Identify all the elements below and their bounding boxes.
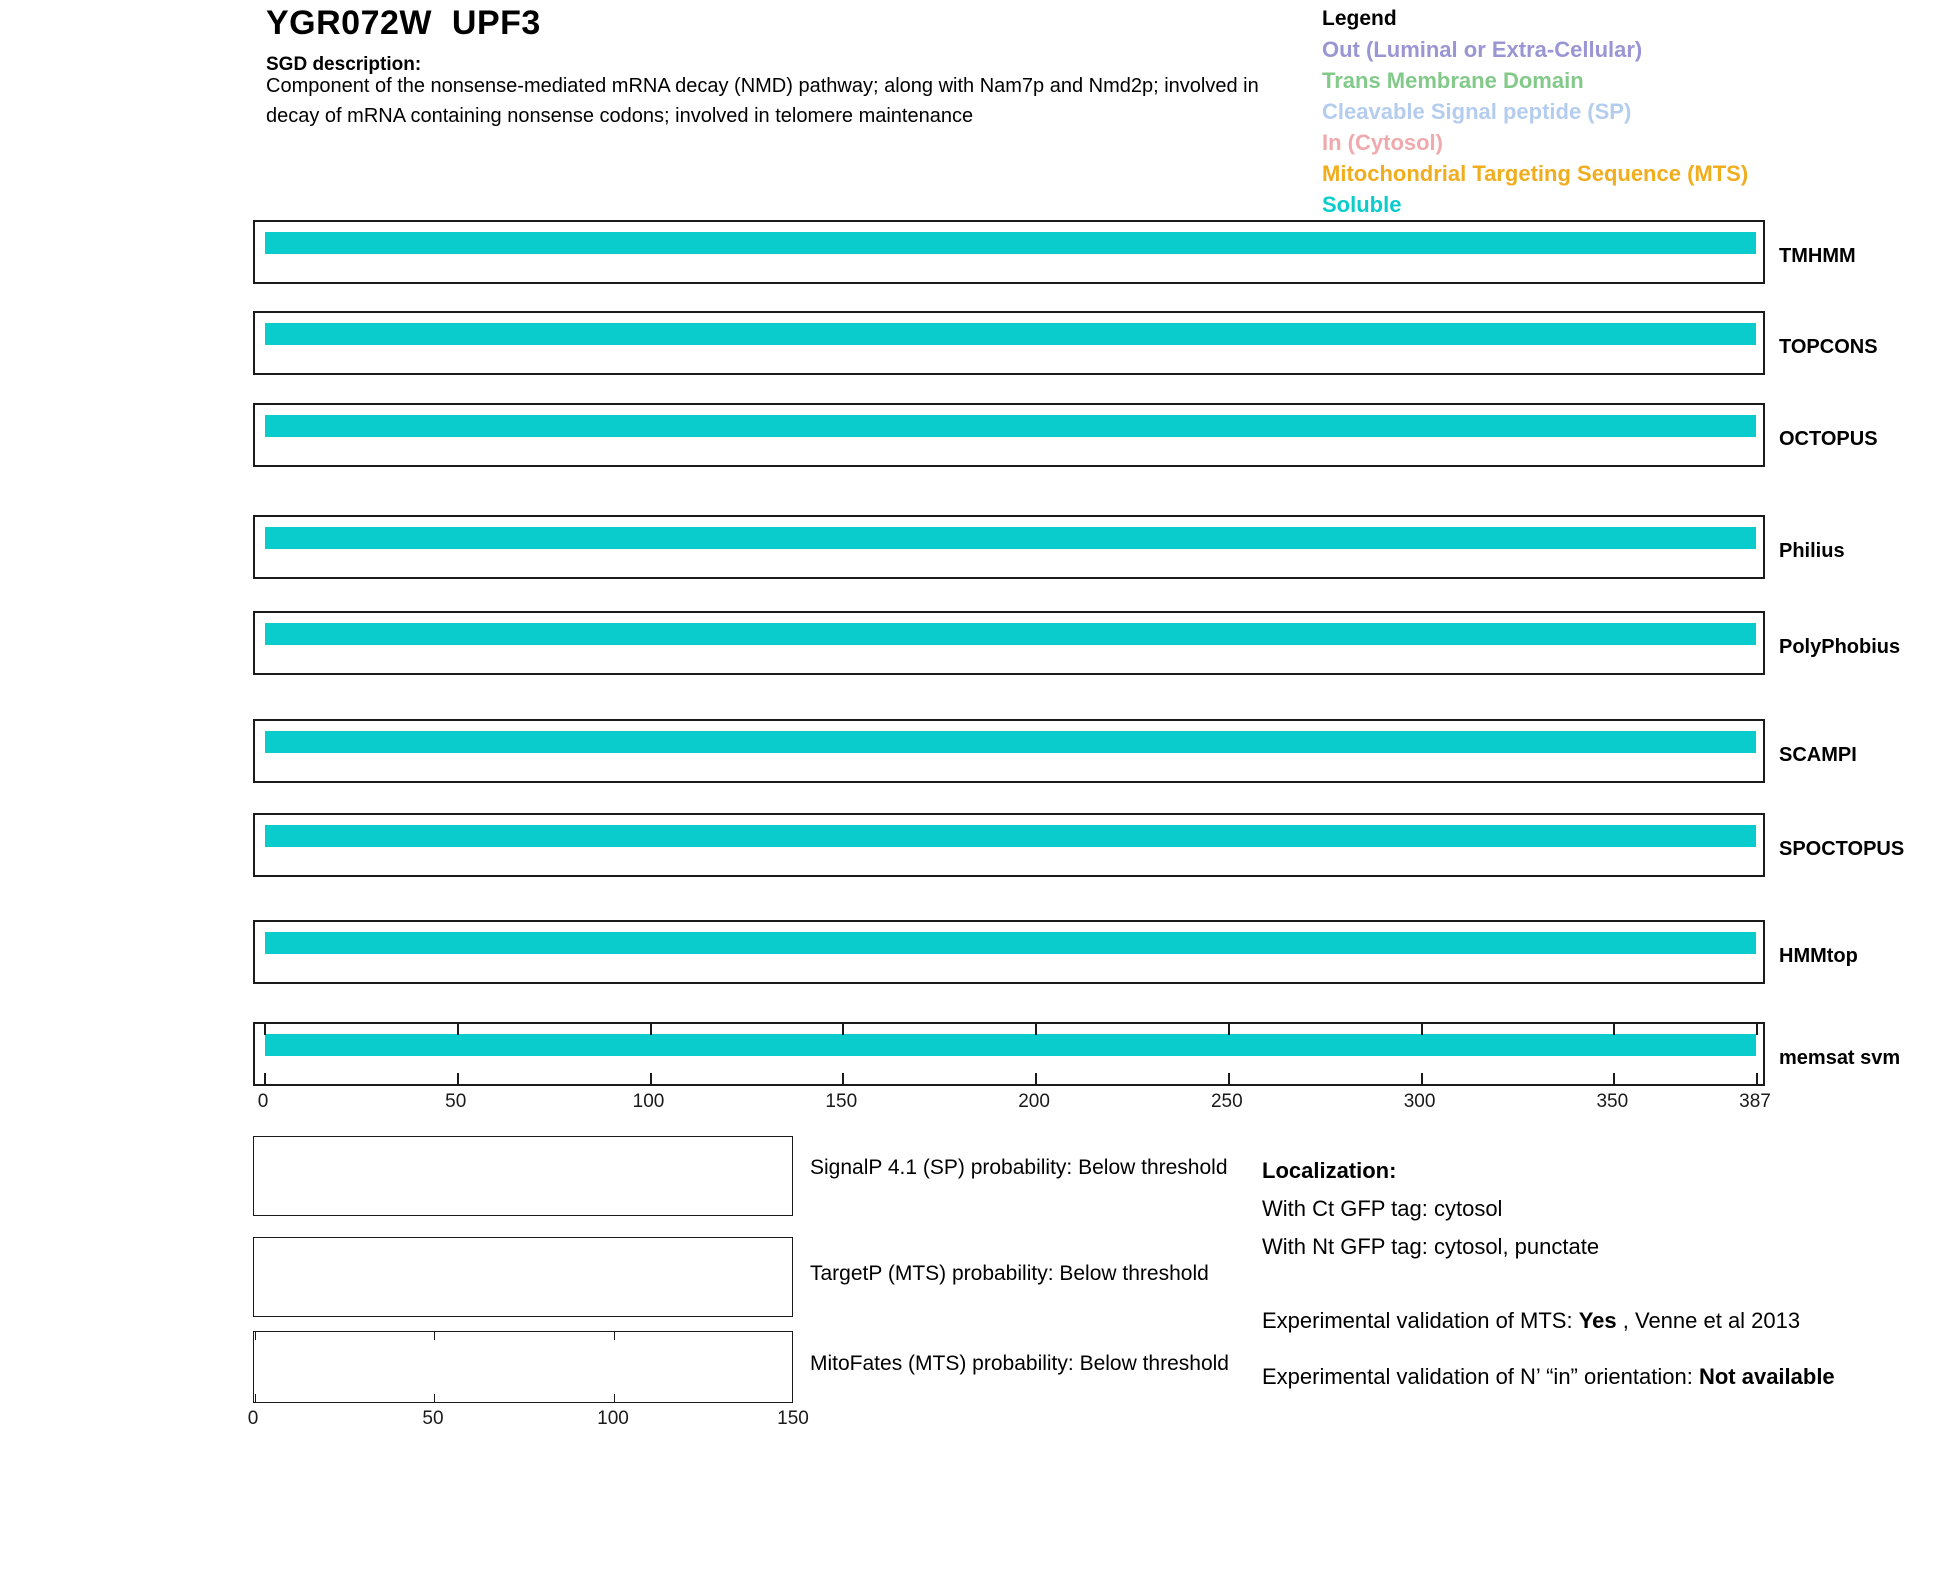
targetp-label: TargetP (MTS) probability: Below thresho… — [810, 1262, 1209, 1285]
axis-tick-mark-sub — [614, 1332, 615, 1340]
mts-validation-value: Yes — [1578, 1308, 1617, 1333]
axis-tick-mark-sub — [255, 1332, 256, 1340]
mitofates-plot — [253, 1331, 793, 1403]
orientation-validation: Experimental validation of N’ “in” orien… — [1262, 1358, 1942, 1396]
localization-title: Localization: — [1262, 1158, 1397, 1183]
panel-label-tmhmm: TMHMM — [1779, 245, 1856, 267]
prediction-panel-tmhmm — [253, 220, 1765, 284]
targetp-plot — [253, 1237, 793, 1317]
x-tick-label: 0 — [257, 1091, 269, 1112]
legend-item-in: In (Cytosol) — [1322, 130, 1443, 155]
panel-label-topcons: TOPCONS — [1779, 336, 1878, 358]
topology-bar-soluble — [265, 731, 1756, 753]
localization-ct-tag: With Ct GFP tag: cytosol — [1262, 1196, 1503, 1221]
panel-label-philius: Philius — [1779, 540, 1845, 562]
axis-tick-mark — [264, 1073, 266, 1084]
prediction-panel-polyphobius — [253, 611, 1765, 675]
axis-tick-mark — [842, 1024, 845, 1035]
mts-validation-prefix: Experimental validation of MTS: — [1262, 1308, 1579, 1333]
axis-tick-mark — [842, 1073, 845, 1084]
legend-item-signal: Cleavable Signal peptide (SP) — [1322, 99, 1632, 124]
prediction-panel-spoctopus — [253, 813, 1765, 877]
legend-item-soluble: Soluble — [1322, 192, 1402, 217]
localization-spacer — [1262, 1266, 1942, 1302]
panel-label-scampi: SCAMPI — [1779, 744, 1857, 766]
axis-tick-mark-sub — [792, 1332, 793, 1340]
topology-bar-soluble — [265, 825, 1756, 847]
axis-tick-mark-sub — [792, 1394, 793, 1402]
orientation-validation-value: Not available — [1698, 1364, 1835, 1389]
topology-bar-soluble — [265, 323, 1756, 345]
axis-tick-mark — [1420, 1073, 1423, 1084]
localization-nt-tag: With Nt GFP tag: cytosol, punctate — [1262, 1234, 1600, 1259]
axis-tick-mark — [1227, 1073, 1230, 1084]
legend: Legend Out (Luminal or Extra-Cellular) T… — [1322, 3, 1942, 220]
signalp-label: SignalP 4.1 (SP) probability: Below thre… — [810, 1156, 1228, 1179]
x-tick-label-sub: 0 — [247, 1408, 259, 1429]
prediction-panel-scampi — [253, 719, 1765, 783]
prediction-panel-topcons — [253, 311, 1765, 375]
axis-tick-mark — [1756, 1024, 1758, 1035]
topology-bar-soluble — [265, 527, 1756, 549]
axis-tick-mark — [1035, 1024, 1038, 1035]
axis-tick-mark — [264, 1024, 266, 1035]
mts-validation: Experimental validation of MTS: Yes , Ve… — [1262, 1302, 1942, 1340]
panel-label-memsat-svm: memsat svm — [1779, 1047, 1901, 1069]
x-tick-label: 50 — [445, 1091, 467, 1112]
prediction-panel-memsat-svm — [253, 1022, 1765, 1086]
panel-label-spoctopus: SPOCTOPUS — [1779, 838, 1905, 860]
x-tick-label-sub: 150 — [777, 1408, 809, 1429]
axis-tick-mark — [456, 1024, 459, 1035]
legend-item-mts: Mitochondrial Targeting Sequence (MTS) — [1322, 161, 1749, 186]
legend-title: Legend — [1322, 7, 1397, 30]
prediction-panel-philius — [253, 515, 1765, 579]
x-tick-label: 150 — [825, 1091, 858, 1112]
panel-label-polyphobius: PolyPhobius — [1779, 636, 1901, 658]
topology-bar-soluble — [265, 415, 1756, 437]
localization-block: Localization: With Ct GFP tag: cytosol W… — [1262, 1152, 1942, 1414]
axis-tick-mark — [456, 1073, 459, 1084]
axis-tick-mark-sub — [434, 1332, 435, 1340]
x-tick-label: 387 — [1739, 1091, 1771, 1112]
axis-tick-mark-sub — [255, 1394, 256, 1402]
topology-bar-soluble — [265, 932, 1756, 954]
axis-tick-mark-sub — [434, 1394, 435, 1402]
x-tick-label-sub: 50 — [422, 1408, 444, 1429]
sgd-description-label: SGD description: — [266, 54, 422, 75]
sgd-description-text: Component of the nonsense-mediated mRNA … — [266, 75, 1259, 127]
axis-tick-mark — [649, 1073, 652, 1084]
mts-validation-suffix: , Venne et al 2013 — [1616, 1308, 1801, 1333]
x-tick-label: 300 — [1403, 1091, 1436, 1112]
topology-bar-soluble — [265, 1034, 1756, 1056]
mitofates-label: MitoFates (MTS) probability: Below thres… — [810, 1352, 1229, 1375]
x-tick-label: 350 — [1596, 1091, 1629, 1112]
topology-bar-soluble — [265, 623, 1756, 645]
topology-bar-soluble — [265, 232, 1756, 254]
axis-tick-mark — [1420, 1024, 1423, 1035]
signalp-plot — [253, 1136, 793, 1216]
legend-item-tmd: Trans Membrane Domain — [1322, 68, 1584, 93]
prediction-panel-octopus — [253, 403, 1765, 467]
axis-tick-mark-sub — [614, 1394, 615, 1402]
x-tick-label: 250 — [1210, 1091, 1243, 1112]
x-axis-sub: 0 50 100 150 — [248, 1408, 809, 1438]
panel-label-octopus: OCTOPUS — [1779, 428, 1878, 450]
orientation-validation-prefix: Experimental validation of N’ “in” orien… — [1262, 1364, 1699, 1389]
axis-tick-mark — [1227, 1024, 1230, 1035]
x-tick-label: 100 — [632, 1091, 665, 1112]
x-axis-main: 0 50 100 150 200 250 300 350 387 — [253, 1091, 1771, 1121]
legend-item-out: Out (Luminal or Extra-Cellular) — [1322, 37, 1643, 62]
x-tick-label: 200 — [1018, 1091, 1050, 1112]
page-title: YGR072W UPF3 — [266, 4, 541, 42]
axis-tick-mark — [1035, 1073, 1038, 1084]
x-tick-label-sub: 100 — [597, 1408, 629, 1429]
prediction-panel-hmmtop — [253, 920, 1765, 984]
axis-tick-mark — [649, 1024, 652, 1035]
panel-label-hmmtop: HMMtop — [1779, 945, 1858, 967]
axis-tick-mark — [1613, 1024, 1616, 1035]
axis-tick-mark — [1756, 1073, 1758, 1084]
axis-tick-mark — [1613, 1073, 1616, 1084]
